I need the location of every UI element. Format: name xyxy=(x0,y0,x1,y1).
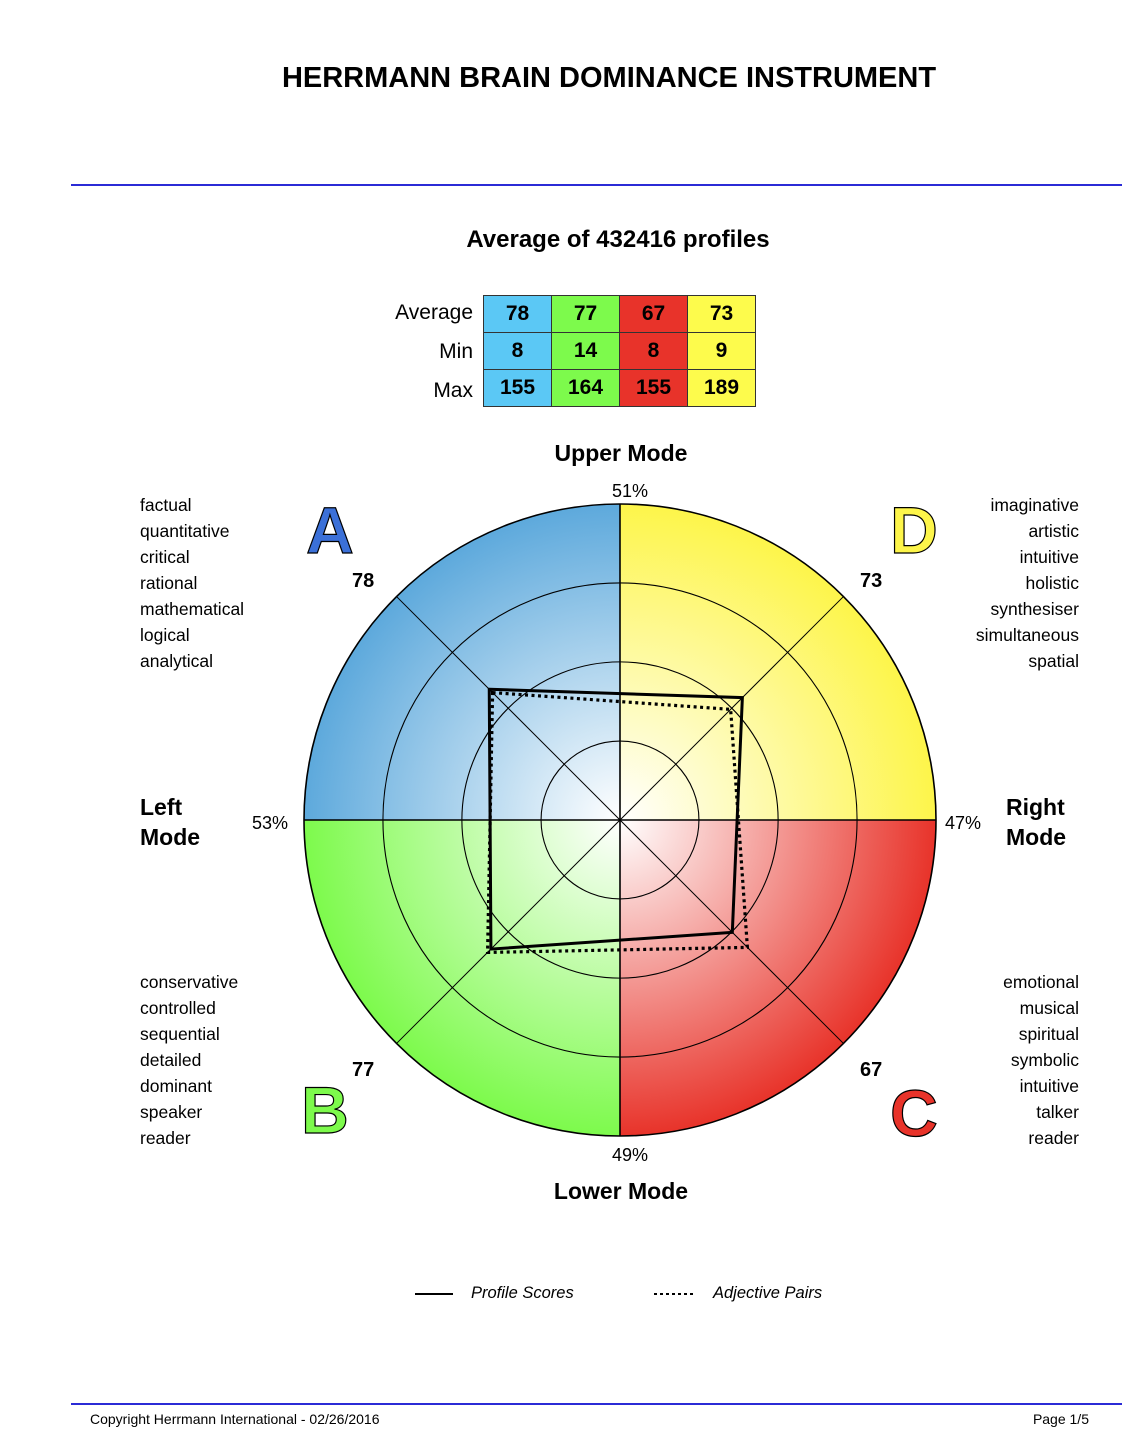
stats-row-min: 8 14 8 9 xyxy=(483,332,756,370)
row-label-max: Max xyxy=(433,379,473,402)
quadrant-word: analytical xyxy=(140,651,213,671)
stats-row-average: 78 77 67 73 xyxy=(483,295,756,333)
quadrant-word: rational xyxy=(140,573,198,593)
quadrant-word: detailed xyxy=(140,1050,202,1070)
quadrant-word: spiritual xyxy=(1018,1024,1079,1044)
lower-mode-label: Lower Mode xyxy=(553,1178,689,1204)
quadrant-letter-b: B xyxy=(301,1073,349,1147)
quadrant-b-words: conservative controlled sequential detailed… xyxy=(140,969,238,1151)
quadrant-letter-c: C xyxy=(890,1076,938,1150)
stats-table: 78 77 67 73 8 14 8 9 155 164 155 189 xyxy=(483,295,756,407)
stats-cell-b: 77 xyxy=(551,295,620,333)
score-a: 78 xyxy=(352,570,375,592)
upper-mode-pct: 51% xyxy=(611,481,649,501)
quadrant-word: talker xyxy=(1036,1102,1079,1122)
quadrant-word: synthesiser xyxy=(990,599,1079,619)
left-mode-label-2: Mode xyxy=(140,824,201,850)
stats-cell-d: 9 xyxy=(687,332,756,370)
legend-adjective-pairs: Adjective Pairs xyxy=(713,1284,823,1302)
quadrant-word: musical xyxy=(1019,998,1079,1018)
quadrant-word: mathematical xyxy=(140,599,245,619)
stats-cell-c: 67 xyxy=(619,295,688,333)
quadrant-word: artistic xyxy=(1028,521,1079,541)
stats-cell-b: 164 xyxy=(551,369,620,407)
right-mode-label-1: Right xyxy=(1006,794,1065,820)
score-d: 73 xyxy=(860,570,883,592)
footer-page-number: Page 1/5 xyxy=(1032,1411,1089,1427)
stats-cell-a: 155 xyxy=(483,369,552,407)
stats-cell-d: 189 xyxy=(687,369,756,407)
quadrant-word: emotional xyxy=(1003,972,1079,992)
quadrant-letter-d: D xyxy=(890,493,938,567)
footer-copyright: Copyright Herrmann International - 02/26… xyxy=(90,1411,380,1427)
stats-cell-b: 14 xyxy=(551,332,620,370)
quadrant-word: conservative xyxy=(140,972,239,992)
footer-divider xyxy=(71,1403,1122,1405)
stats-row-max: 155 164 155 189 xyxy=(483,369,756,407)
quadrant-word: reader xyxy=(140,1128,191,1148)
quadrant-word: spatial xyxy=(1028,651,1079,671)
quadrant-c-words: emotional musical spiritual symbolic intuiti… xyxy=(1003,969,1079,1151)
row-label-average: Average xyxy=(395,301,473,324)
header-divider xyxy=(71,184,1122,186)
stats-cell-d: 73 xyxy=(687,295,756,333)
quadrant-word: logical xyxy=(140,625,190,645)
chart-subtitle: Average of 432416 profiles xyxy=(466,226,770,253)
right-mode-pct: 47% xyxy=(945,813,982,833)
quadrant-word: intuitive xyxy=(1019,1076,1079,1096)
quadrant-word: critical xyxy=(140,547,190,567)
legend-profile-scores: Profile Scores xyxy=(471,1284,574,1302)
diagonal-axis xyxy=(396,596,844,1044)
left-mode-pct: 53% xyxy=(252,813,289,833)
right-mode-label-2: Mode xyxy=(1006,824,1067,850)
quadrant-word: dominant xyxy=(140,1076,212,1096)
upper-mode-label: Upper Mode xyxy=(554,440,688,466)
quadrant-word: controlled xyxy=(140,998,216,1018)
left-mode-label-1: Left xyxy=(140,794,183,820)
lower-mode-pct: 49% xyxy=(611,1145,649,1165)
quadrant-word: speaker xyxy=(140,1102,203,1122)
quadrant-word: symbolic xyxy=(1010,1050,1079,1070)
page-title: HERRMANN BRAIN DOMINANCE INSTRUMENT xyxy=(281,62,937,94)
row-label-min: Min xyxy=(439,340,473,363)
quadrant-word: quantitative xyxy=(140,521,230,541)
quadrant-letter-a: A xyxy=(306,493,354,567)
stats-cell-c: 8 xyxy=(619,332,688,370)
quadrant-word: holistic xyxy=(1025,573,1080,593)
quadrant-word: simultaneous xyxy=(975,625,1079,645)
quadrant-word: sequential xyxy=(140,1024,220,1044)
stats-cell-a: 78 xyxy=(483,295,552,333)
quadrant-word: intuitive xyxy=(1019,547,1079,567)
quadrant-a-words: factual quantitative critical rational mathe… xyxy=(140,492,244,674)
stats-cell-c: 155 xyxy=(619,369,688,407)
quadrant-word: imaginative xyxy=(990,495,1079,515)
series-adjective-pairs xyxy=(485,690,750,955)
stats-cell-a: 8 xyxy=(483,332,552,370)
quadrant-d-words: imaginative artistic intuitive holistic synt… xyxy=(976,492,1079,674)
quadrant-word: factual xyxy=(140,495,192,515)
score-c: 67 xyxy=(860,1059,883,1081)
score-b: 77 xyxy=(352,1059,375,1081)
quadrant-word: reader xyxy=(1028,1128,1079,1148)
